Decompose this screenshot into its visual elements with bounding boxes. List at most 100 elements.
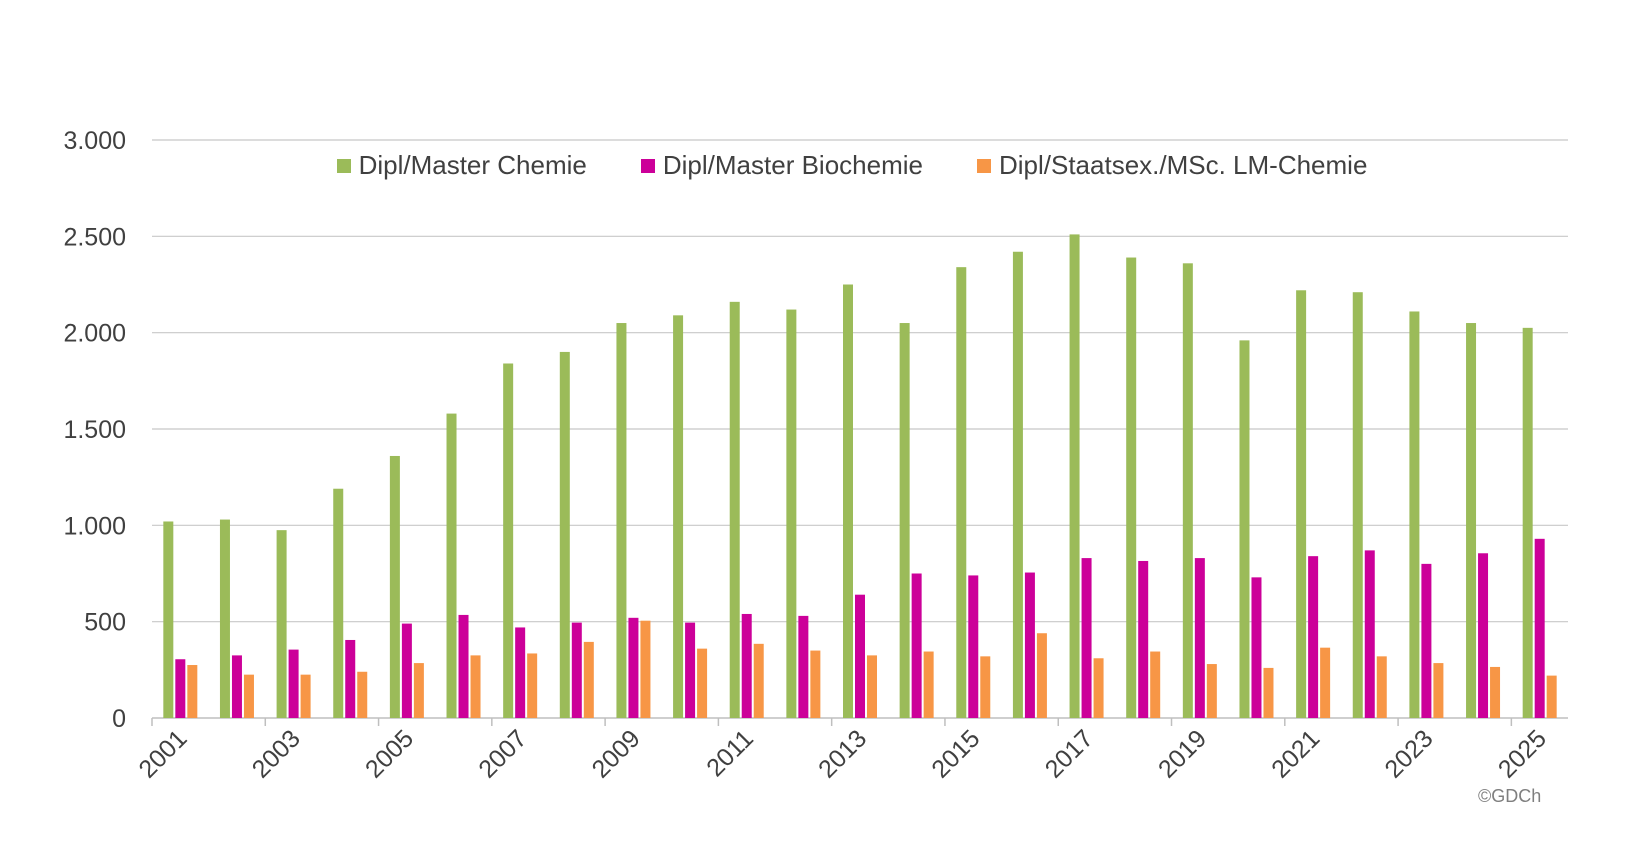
bar-2006-series-1 [458, 614, 469, 718]
x-tick-label: 2003 [247, 724, 306, 783]
bar-2012-series-1 [798, 615, 809, 718]
x-tick-label: 2005 [360, 724, 419, 783]
bar-2022-series-0 [1352, 292, 1363, 718]
bar-2001-series-1 [175, 659, 186, 718]
bar-2012-series-0 [786, 309, 797, 718]
bar-2020-series-1 [1251, 577, 1262, 718]
bar-2008-series-0 [559, 351, 570, 718]
y-tick-label: 2.500 [63, 223, 126, 251]
bar-2019-series-0 [1182, 263, 1193, 718]
bar-2018-series-1 [1138, 560, 1149, 718]
bar-2023-series-1 [1421, 563, 1432, 718]
x-tick-label: 2023 [1380, 724, 1439, 783]
bar-2023-series-2 [1433, 663, 1444, 718]
bar-2021-series-2 [1320, 647, 1331, 718]
bar-2004-series-2 [357, 671, 368, 718]
bar-2002-series-1 [231, 655, 242, 718]
bar-2002-series-0 [219, 519, 230, 718]
bar-2010-series-1 [685, 622, 696, 718]
bar-2014-series-0 [899, 323, 910, 718]
bar-2017-series-0 [1069, 234, 1080, 718]
legend: Dipl/Master Chemie Dipl/Master Biochemie… [0, 150, 1634, 181]
bar-2011-series-1 [741, 613, 752, 718]
bar-2005-series-1 [401, 623, 412, 718]
legend-label-lm-chemie: Dipl/Staatsex./MSc. LM-Chemie [998, 150, 1368, 180]
bar-2024-series-1 [1478, 553, 1489, 718]
legend-swatch-chemie [336, 158, 351, 173]
bar-2014-series-2 [923, 651, 934, 718]
bar-2009-series-2 [640, 620, 651, 718]
bar-2001-series-0 [163, 521, 174, 718]
x-tick-label: 2019 [1153, 724, 1212, 783]
legend-label-biochemie: Dipl/Master Biochemie [662, 150, 923, 180]
bar-2022-series-1 [1364, 550, 1375, 718]
bar-2018-series-2 [1150, 651, 1161, 718]
bar-2013-series-2 [867, 655, 877, 718]
bar-2001-series-2 [187, 665, 198, 718]
bar-2016-series-1 [1024, 572, 1035, 718]
y-tick-label: 0 [112, 705, 126, 733]
y-tick-label: 3.000 [63, 127, 126, 155]
x-tick-label: 2021 [1266, 724, 1325, 783]
x-tick-label: 2013 [813, 724, 872, 783]
bar-2011-series-2 [753, 643, 764, 718]
bar-2024-series-2 [1490, 666, 1501, 718]
bar-2004-series-0 [333, 488, 344, 718]
legend-swatch-lm-chemie [976, 158, 991, 173]
bar-2017-series-1 [1081, 558, 1092, 718]
bar-2010-series-2 [697, 648, 708, 718]
bar-2013-series-1 [855, 594, 865, 718]
x-tick-label: 2011 [701, 724, 759, 782]
bar-2021-series-0 [1296, 290, 1307, 718]
x-tick-label: 2007 [473, 724, 532, 783]
bar-2009-series-1 [628, 617, 639, 718]
x-tick-label: 2009 [587, 724, 646, 783]
x-tick-label: 2001 [133, 724, 192, 783]
x-tick-label: 2017 [1040, 724, 1099, 783]
bar-2006-series-0 [446, 413, 457, 718]
bar-2017-series-2 [1093, 658, 1104, 718]
bar-2016-series-0 [1012, 251, 1023, 718]
legend-item-lm-chemie: Dipl/Staatsex./MSc. LM-Chemie [976, 150, 1368, 181]
bar-2025-series-0 [1522, 327, 1533, 718]
bar-2020-series-2 [1263, 667, 1274, 718]
bar-2005-series-2 [413, 663, 424, 718]
bar-2006-series-2 [470, 655, 481, 718]
bar-2022-series-2 [1376, 656, 1387, 718]
bar-2003-series-1 [288, 649, 299, 718]
legend-label-chemie: Dipl/Master Chemie [358, 150, 587, 180]
bar-2009-series-0 [616, 323, 627, 718]
bar-2025-series-2 [1546, 675, 1557, 718]
bar-2013-series-0 [843, 284, 853, 718]
bar-2003-series-2 [300, 674, 311, 718]
bar-2015-series-0 [956, 267, 967, 718]
bar-2007-series-2 [527, 653, 538, 718]
bar-2018-series-0 [1126, 257, 1137, 718]
bar-2023-series-0 [1409, 311, 1420, 718]
legend-swatch-biochemie [640, 158, 655, 173]
y-tick-label: 2.000 [63, 320, 126, 348]
bar-2025-series-1 [1534, 538, 1545, 718]
y-tick-label: 1.000 [63, 512, 126, 540]
x-tick-label: 2015 [926, 724, 985, 783]
y-tick-label: 500 [84, 609, 126, 637]
bar-2019-series-1 [1194, 558, 1205, 718]
bar-2024-series-0 [1466, 323, 1477, 718]
bar-2004-series-1 [345, 639, 356, 718]
bar-2005-series-0 [389, 455, 400, 718]
bar-2011-series-0 [729, 301, 740, 718]
bar-2021-series-1 [1308, 556, 1319, 718]
bar-2008-series-2 [583, 641, 594, 718]
legend-item-biochemie: Dipl/Master Biochemie [640, 150, 923, 181]
y-tick-label: 1.500 [63, 416, 126, 444]
x-tick-label: 2025 [1493, 724, 1552, 783]
bar-2020-series-0 [1239, 340, 1250, 718]
bar-2015-series-1 [968, 575, 979, 718]
legend-item-chemie: Dipl/Master Chemie [336, 150, 587, 181]
bar-2015-series-2 [980, 656, 991, 718]
bar-2012-series-2 [810, 650, 821, 718]
copyright-text: ©GDCh [1478, 786, 1542, 806]
bar-2014-series-1 [911, 573, 922, 718]
